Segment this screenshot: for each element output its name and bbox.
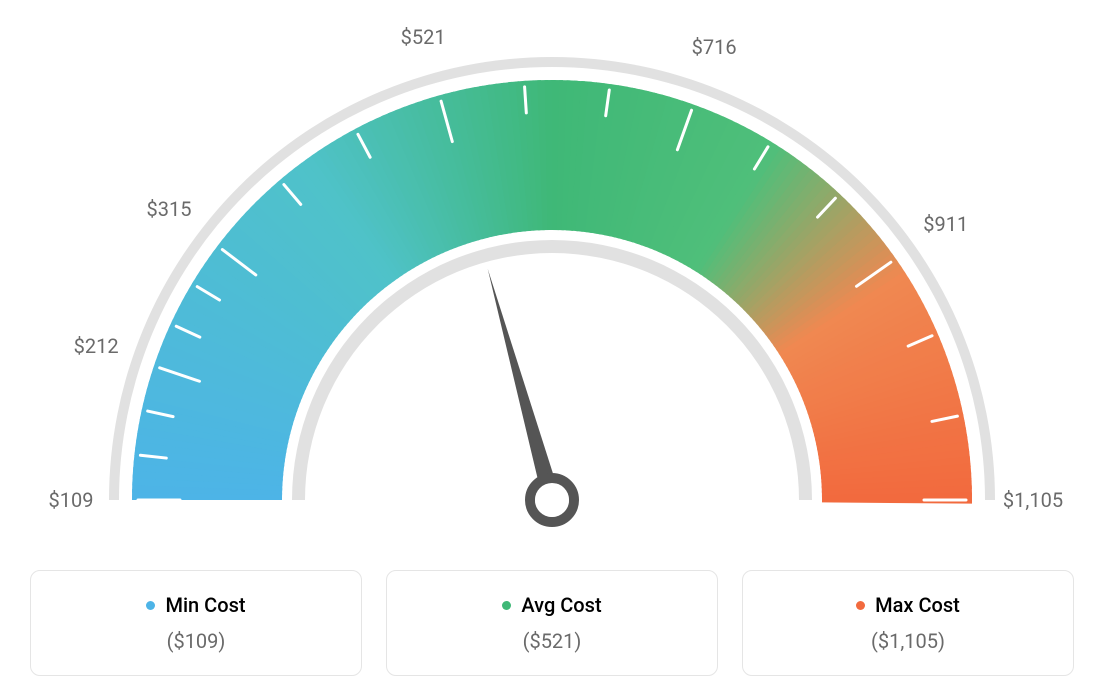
avg-cost-title: Avg Cost: [502, 593, 601, 617]
gauge-chart: $109 $212 $315 $521 $716 $911 $1,105: [30, 20, 1074, 550]
max-cost-label: Max Cost: [875, 593, 960, 617]
avg-cost-dot: [502, 601, 511, 610]
min-cost-dot: [146, 601, 155, 610]
min-cost-title: Min Cost: [146, 593, 245, 617]
gauge-tick-label: $521: [401, 25, 446, 49]
max-cost-dot: [856, 601, 865, 610]
gauge-tick-label: $1,105: [1003, 488, 1063, 512]
avg-cost-value: ($521): [405, 629, 699, 653]
min-cost-value: ($109): [49, 629, 343, 653]
max-cost-card: Max Cost ($1,105): [742, 570, 1074, 676]
gauge-tick-label: $315: [147, 197, 192, 221]
min-cost-card: Min Cost ($109): [30, 570, 362, 676]
gauge-tick-label: $109: [49, 488, 94, 512]
gauge-tick-label: $716: [692, 35, 737, 59]
cost-cards-row: Min Cost ($109) Avg Cost ($521) Max Cost…: [30, 570, 1074, 676]
avg-cost-label: Avg Cost: [521, 593, 601, 617]
gauge-tick-label: $212: [74, 334, 119, 358]
max-cost-value: ($1,105): [761, 629, 1055, 653]
min-cost-label: Min Cost: [165, 593, 245, 617]
max-cost-title: Max Cost: [856, 593, 960, 617]
avg-cost-card: Avg Cost ($521): [386, 570, 718, 676]
gauge-tick-label: $911: [923, 212, 968, 236]
gauge-svg: [30, 20, 1074, 550]
